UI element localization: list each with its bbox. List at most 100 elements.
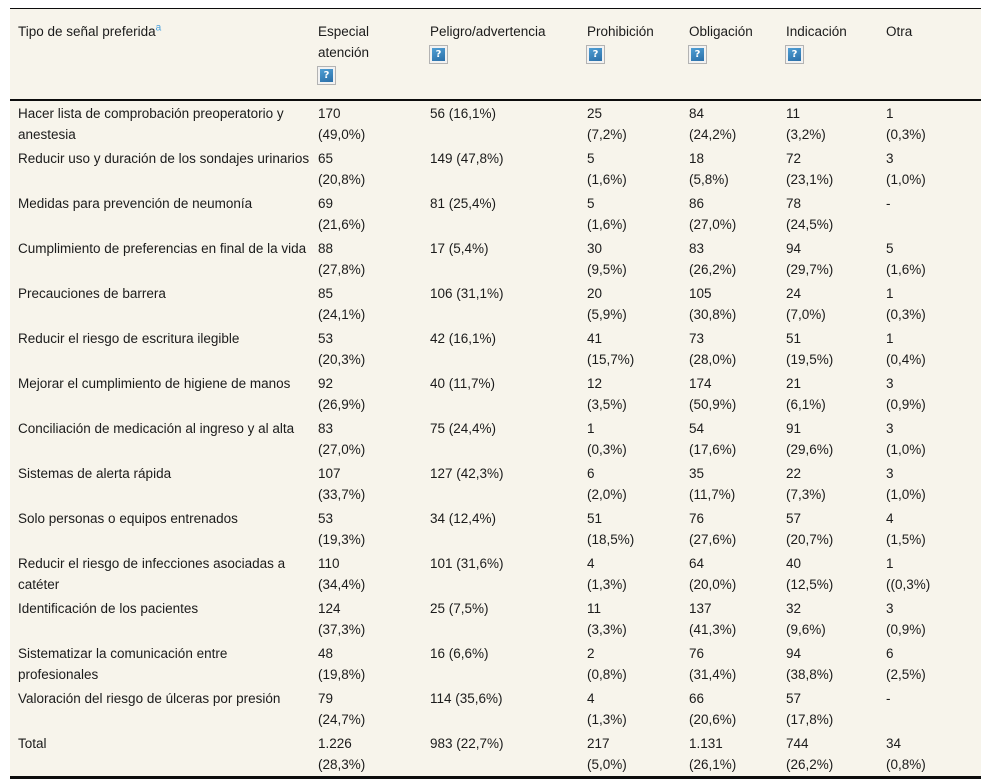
- data-cell: 11 (3,2%): [786, 106, 826, 142]
- data-cell: 83 (26,2%): [689, 241, 737, 277]
- table-row: Reducir el riesgo de escritura ilegible 5…: [10, 326, 981, 371]
- data-cell: 57 (20,7%): [786, 511, 834, 547]
- footnote-superscript: a: [155, 22, 162, 34]
- data-cell: 83 (27,0%): [318, 421, 366, 457]
- data-cell: 25 (7,5%): [430, 601, 489, 616]
- data-cell: 94 (38,8%): [786, 646, 834, 682]
- data-cell: 5 (1,6%): [886, 241, 926, 277]
- column-header-prohibicion: Prohibición?: [586, 9, 689, 101]
- table-row: Valoración del riesgo de úlceras por pre…: [10, 686, 981, 731]
- row-label-cell: Medidas para prevención de neumonía: [18, 196, 253, 211]
- data-cell: 24 (7,0%): [786, 286, 826, 322]
- data-cell: 75 (24,4%): [430, 421, 497, 436]
- data-cell: 4 (1,5%): [886, 511, 926, 547]
- data-cell: 86 (27,0%): [689, 196, 737, 232]
- broken-image-icon: ?: [688, 45, 707, 64]
- data-cell: 21 (6,1%): [786, 376, 826, 412]
- data-cell: 42 (16,1%): [430, 331, 497, 346]
- data-cell: 94 (29,7%): [786, 241, 834, 277]
- data-cell: 114 (35,6%): [430, 691, 503, 706]
- data-cell: 34 (0,8%): [886, 736, 926, 772]
- data-cell: 217 (5,0%): [587, 736, 627, 772]
- table-row: Sistemas de alerta rápida 107 (33,7%) 127 …: [10, 461, 981, 506]
- broken-image-icon: ?: [429, 45, 448, 64]
- data-cell: 137 (41,3%): [689, 601, 737, 637]
- data-cell: 40 (11,7%): [430, 376, 496, 391]
- column-header-label: Prohibición: [587, 24, 654, 39]
- data-cell: 1 (0,3%): [886, 106, 926, 142]
- row-label-cell: Total: [18, 736, 47, 751]
- data-cell: 124 (37,3%): [318, 601, 366, 637]
- data-cell: 1.226 (28,3%): [318, 736, 366, 772]
- column-header-label: Obligación: [689, 24, 753, 39]
- broken-image-icon: ?: [785, 45, 804, 64]
- data-cell: 48 (19,8%): [318, 646, 366, 682]
- data-cell: -: [886, 691, 891, 706]
- broken-image-icon: ?: [586, 45, 605, 64]
- data-cell: 101 (31,6%): [430, 556, 504, 571]
- broken-image-icon: ?: [317, 66, 336, 85]
- data-cell: 20 (5,9%): [587, 286, 627, 322]
- data-cell: 5 (1,6%): [587, 151, 627, 187]
- data-cell: 30 (9,5%): [587, 241, 627, 277]
- table-row: Solo personas o equipos entrenados 53 (19…: [10, 506, 981, 551]
- data-cell: 73 (28,0%): [689, 331, 737, 367]
- signal-preference-table: Tipo de señal preferidaa Especial atenci…: [10, 9, 981, 776]
- table-row: Hacer lista de comprobación preoperatori…: [10, 100, 981, 146]
- data-cell: 17 (5,4%): [430, 241, 489, 256]
- data-cell: 3 (1,0%): [886, 151, 926, 187]
- column-header-otra: Otra: [886, 9, 981, 101]
- table-row: Cumplimiento de preferencias en final de…: [10, 236, 981, 281]
- data-cell: 69 (21,6%): [318, 196, 366, 232]
- row-header-label: Tipo de señal preferida: [18, 24, 156, 39]
- row-label-cell: Sistematizar la comunicación entre profe…: [18, 646, 228, 682]
- column-header-label: Indicación: [786, 24, 847, 39]
- data-cell: 79 (24,7%): [318, 691, 366, 727]
- signal-preference-table-container: Tipo de señal preferidaa Especial atenci…: [10, 8, 981, 779]
- data-cell: 18 (5,8%): [689, 151, 729, 187]
- data-cell: 54 (17,6%): [689, 421, 737, 457]
- table-row: Reducir el riesgo de infecciones asociad…: [10, 551, 981, 596]
- row-label-cell: Conciliación de medicación al ingreso y …: [18, 421, 295, 436]
- data-cell: 174 (50,9%): [689, 376, 737, 412]
- data-cell: 4 (1,3%): [587, 691, 627, 727]
- data-cell: 72 (23,1%): [786, 151, 834, 187]
- data-cell: 35 (11,7%): [689, 466, 736, 502]
- data-cell: 53 (20,3%): [318, 331, 366, 367]
- data-cell: 2 (0,8%): [587, 646, 627, 682]
- data-cell: 85 (24,1%): [318, 286, 366, 322]
- table-row: Identificación de los pacientes 124 (37,3…: [10, 596, 981, 641]
- table-row: Medidas para prevención de neumonía 69 (2…: [10, 191, 981, 236]
- data-cell: 11 (3,3%): [587, 601, 627, 637]
- data-cell: 149 (47,8%): [430, 151, 504, 166]
- row-label-cell: Valoración del riesgo de úlceras por pre…: [18, 691, 281, 706]
- data-cell: 12 (3,5%): [587, 376, 627, 412]
- table-row: Conciliación de medicación al ingreso y …: [10, 416, 981, 461]
- data-cell: 5 (1,6%): [587, 196, 627, 232]
- row-label-cell: Reducir uso y duración de los sondajes u…: [18, 151, 310, 166]
- data-cell: 40 (12,5%): [786, 556, 834, 592]
- table-body: Hacer lista de comprobación preoperatori…: [10, 100, 981, 776]
- data-cell: 6 (2,5%): [886, 646, 926, 682]
- data-cell: 34 (12,4%): [430, 511, 497, 526]
- row-label-cell: Hacer lista de comprobación preoperatori…: [18, 106, 284, 142]
- data-cell: 78 (24,5%): [786, 196, 834, 232]
- data-cell: 84 (24,2%): [689, 106, 737, 142]
- data-cell: 106 (31,1%): [430, 286, 504, 301]
- column-header-label: Peligro/advertencia: [430, 24, 546, 39]
- data-cell: 744 (26,2%): [786, 736, 834, 772]
- data-cell: 57 (17,8%): [786, 691, 834, 727]
- table-row: Sistematizar la comunicación entre profe…: [10, 641, 981, 686]
- row-label-cell: Precauciones de barrera: [18, 286, 166, 301]
- data-cell: 1.131 (26,1%): [689, 736, 737, 772]
- data-cell: 22 (7,3%): [786, 466, 826, 502]
- header-row: Tipo de señal preferidaa Especial atenci…: [10, 9, 981, 101]
- data-cell: 76 (31,4%): [689, 646, 737, 682]
- table-row: Reducir uso y duración de los sondajes u…: [10, 146, 981, 191]
- data-cell: 6 (2,0%): [587, 466, 627, 502]
- data-cell: 3 (0,9%): [886, 376, 926, 412]
- table-row: Mejorar el cumplimiento de higiene de ma…: [10, 371, 981, 416]
- data-cell: 1 (0,3%): [886, 286, 926, 322]
- column-header-peligro-advertencia: Peligro/advertencia?: [429, 9, 587, 101]
- data-cell: 64 (20,0%): [689, 556, 737, 592]
